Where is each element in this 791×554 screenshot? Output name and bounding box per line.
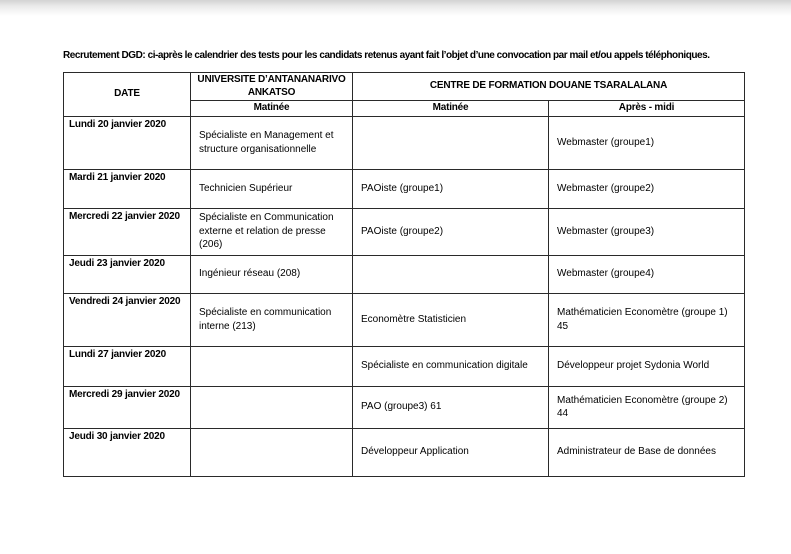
- cell-universite-matinee: Spécialiste en communication interne (21…: [190, 292, 353, 347]
- cell-centre-matinee: Développeur Application: [352, 427, 549, 477]
- schedule-table-body: Lundi 20 janvier 2020 Spécialiste en Mana…: [63, 115, 745, 477]
- cell-universite-matinee: Ingénieur réseau (208): [190, 254, 353, 294]
- cell-universite-matinee: Spécialiste en Communication externe et …: [190, 207, 353, 256]
- header-universite: UNIVERSITE D’ANTANANARIVO ANKATSO: [190, 72, 353, 101]
- header-universite-matinee: Matinée: [190, 100, 353, 117]
- header-centre-apres-midi: Après - midi: [548, 100, 745, 117]
- cell-date: Lundi 20 janvier 2020: [63, 115, 191, 170]
- header-row-main: DATE UNIVERSITE D’ANTANANARIVO ANKATSO C…: [63, 72, 745, 117]
- cell-universite-matinee: [190, 427, 353, 477]
- cell-universite-matinee: Technicien Supérieur: [190, 168, 353, 209]
- cell-date: Mardi 21 janvier 2020: [63, 168, 191, 209]
- cell-centre-matinee: [352, 254, 549, 294]
- table-row: Mercredi 22 janvier 2020 Spécialiste en C…: [63, 207, 745, 256]
- cell-centre-matinee: [352, 115, 549, 170]
- cell-centre-apres-midi: Administrateur de Base de données: [548, 427, 745, 477]
- cell-centre-apres-midi: Webmaster (groupe3): [548, 207, 745, 256]
- cell-centre-matinee: PAOiste (groupe2): [352, 207, 549, 256]
- cell-date: Jeudi 23 janvier 2020: [63, 254, 191, 294]
- cell-date: Jeudi 30 janvier 2020: [63, 427, 191, 477]
- cell-centre-apres-midi: Webmaster (groupe4): [548, 254, 745, 294]
- cell-universite-matinee: [190, 385, 353, 429]
- cell-date: Mercredi 22 janvier 2020: [63, 207, 191, 256]
- table-row: Jeudi 30 janvier 2020 Développeur Applica…: [63, 427, 745, 477]
- cell-date: Lundi 27 janvier 2020: [63, 345, 191, 387]
- cell-centre-apres-midi: Webmaster (groupe1): [548, 115, 745, 170]
- document-title: Recrutement DGD: ci-après le calendrier …: [63, 50, 710, 61]
- schedule-table-head: DATE UNIVERSITE D’ANTANANARIVO ANKATSO C…: [63, 72, 745, 117]
- cell-centre-matinee: PAO (groupe3) 61: [352, 385, 549, 429]
- table-row: Mercredi 29 janvier 2020 PAO (groupe3) 61…: [63, 385, 745, 429]
- table-row: Vendredi 24 janvier 2020 Spécialiste en c…: [63, 292, 745, 347]
- cell-universite-matinee: Spécialiste en Management et structure o…: [190, 115, 353, 170]
- cell-centre-apres-midi: Mathématicien Economètre (groupe 1) 45: [548, 292, 745, 347]
- cell-date: Mercredi 29 janvier 2020: [63, 385, 191, 429]
- cell-centre-matinee: PAOiste (groupe1): [352, 168, 549, 209]
- cell-date: Vendredi 24 janvier 2020: [63, 292, 191, 347]
- header-centre-matinee: Matinée: [352, 100, 549, 117]
- cell-centre-apres-midi: Développeur projet Sydonia World: [548, 345, 745, 387]
- header-date: DATE: [63, 72, 191, 117]
- table-row: Mardi 21 janvier 2020 Technicien Supérieu…: [63, 168, 745, 209]
- cell-centre-apres-midi: Webmaster (groupe2): [548, 168, 745, 209]
- table-row: Lundi 27 janvier 2020 Spécialiste en comm…: [63, 345, 745, 387]
- cell-centre-matinee: Economètre Statisticien: [352, 292, 549, 347]
- header-centre: CENTRE DE FORMATION DOUANE TSARALALANA: [352, 72, 745, 101]
- cell-universite-matinee: [190, 345, 353, 387]
- cell-centre-apres-midi: Mathématicien Economètre (groupe 2) 44: [548, 385, 745, 429]
- schedule-table: DATE UNIVERSITE D’ANTANANARIVO ANKATSO C…: [63, 72, 745, 477]
- cell-centre-matinee: Spécialiste en communication digitale: [352, 345, 549, 387]
- table-row: Jeudi 23 janvier 2020 Ingénieur réseau (2…: [63, 254, 745, 294]
- table-row: Lundi 20 janvier 2020 Spécialiste en Mana…: [63, 115, 745, 170]
- header-row-sessions: Matinée Matinée Après - midi: [64, 100, 745, 117]
- page-top-shadow: [0, 0, 791, 16]
